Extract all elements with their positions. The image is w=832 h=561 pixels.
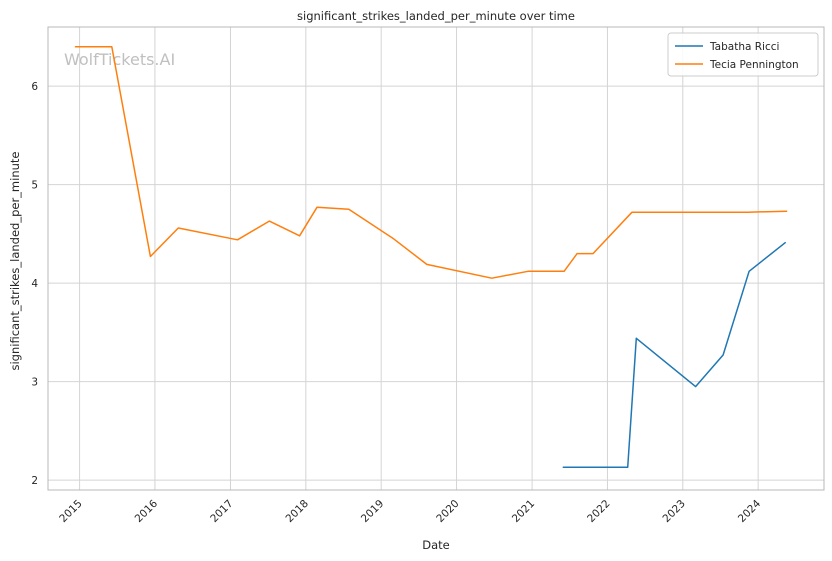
series-line-1 — [74, 45, 788, 279]
y-tick-label: 6 — [31, 81, 38, 93]
chart-title: significant_strikes_landed_per_minute ov… — [297, 9, 575, 23]
x-tick-label: 2018 — [284, 498, 311, 525]
x-tick-label: 2022 — [585, 498, 612, 525]
x-axis-label: Date — [422, 538, 450, 552]
series-line-0 — [562, 241, 786, 469]
x-tick-label: 2024 — [736, 497, 764, 525]
series-layer — [74, 45, 788, 469]
x-tick-label: 2019 — [359, 498, 386, 525]
grid — [48, 27, 824, 490]
legend-box — [667, 32, 819, 77]
x-tick-label: 2017 — [208, 498, 235, 525]
y-tick-label: 4 — [31, 278, 38, 290]
legend-label: Tabatha Ricci — [709, 41, 779, 53]
plot-frame — [47, 26, 825, 491]
tick-labels: 2 3 4 5 6 2015 2016 2017 2018 2019 2020 2021 2022 202… — [31, 81, 763, 525]
legend: Tabatha Ricci Tecia Pennington — [667, 32, 819, 77]
x-tick-label: 2020 — [434, 498, 461, 525]
y-tick-label: 3 — [31, 377, 38, 389]
legend-label: Tecia Pennington — [709, 59, 799, 71]
x-tick-label: 2016 — [133, 497, 161, 525]
y-tick-label: 5 — [31, 180, 38, 192]
y-axis-label: significant_strikes_landed_per_minute — [8, 152, 22, 371]
x-tick-label: 2015 — [57, 498, 84, 525]
x-tick-label: 2021 — [510, 498, 537, 525]
watermark: WolfTickets.AI — [64, 50, 175, 69]
x-tick-label: 2023 — [661, 498, 688, 525]
y-tick-label: 2 — [31, 475, 38, 487]
